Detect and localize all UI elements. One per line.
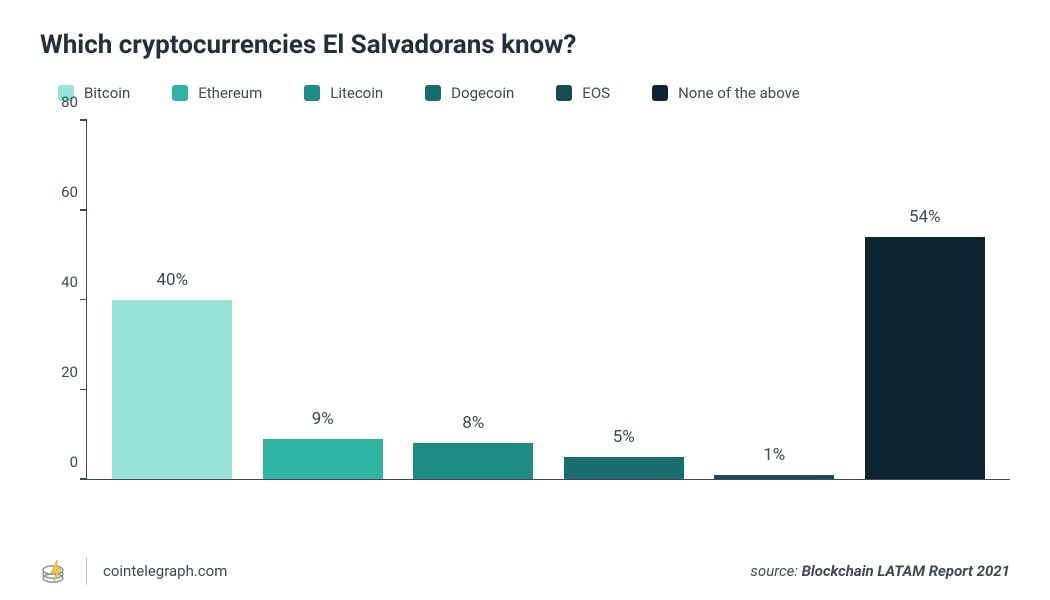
legend-label: Ethereum [198,84,262,102]
bar-value-label: 8% [462,413,484,433]
bar-value-label: 54% [909,207,941,227]
legend-label: Litecoin [330,84,383,102]
y-tick-label: 40 [61,273,78,291]
source-label: source: [750,562,801,580]
legend-label: Bitcoin [84,84,130,102]
bar [413,443,533,479]
y-tick-mark [80,209,87,211]
y-tick-label: 80 [61,93,78,111]
bar-slot: 8% [398,120,549,479]
legend-item: Ethereum [172,84,262,102]
bar [865,237,985,479]
source-name: Blockchain LATAM Report 2021 [802,562,1010,580]
legend-swatch [172,85,188,101]
bar-slot: 54% [850,120,1001,479]
legend-item: None of the above [652,84,800,102]
y-tick-mark [80,478,87,480]
bar [263,439,383,479]
footer: cointelegraph.com source: Blockchain LAT… [40,556,1010,586]
bar-slot: 5% [549,120,700,479]
footer-left: cointelegraph.com [40,556,227,586]
legend-swatch [425,85,441,101]
legend-label: None of the above [678,84,800,102]
y-tick-mark [80,389,87,391]
plot-area: 40% 9% 8% 5% 1% 54% [86,120,1010,480]
legend-item: EOS [556,84,610,102]
legend-swatch [556,85,572,101]
source-line: source: Blockchain LATAM Report 2021 [750,562,1010,580]
legend-item: Dogecoin [425,84,514,102]
bar-value-label: 1% [763,445,785,465]
legend-swatch [304,85,320,101]
footer-divider [86,557,87,585]
y-tick-label: 60 [61,183,78,201]
y-tick-label: 20 [61,363,78,381]
chart-container: Which cryptocurrencies El Salvadorans kn… [0,0,1050,600]
bar [112,300,232,480]
chart-plot-wrap: 020406080 40%9%8%5%1%54% [40,120,1010,510]
y-tick-mark [80,119,87,121]
cointelegraph-logo-icon [40,556,70,586]
bars-row: 40% 9% 8% 5% 1% 54% [87,120,1010,479]
bar-slot: 1% [699,120,850,479]
bar [564,457,684,479]
bar-value-label: 5% [613,427,635,447]
bar-slot: 40% [97,120,248,479]
bar-value-label: 9% [312,409,334,429]
legend-label: EOS [582,84,610,102]
y-tick-mark [80,299,87,301]
legend: Bitcoin Ethereum Litecoin Dogecoin EOS None o… [40,84,1010,102]
y-tick-label: 0 [70,453,78,471]
legend-label: Dogecoin [451,84,514,102]
bar [714,475,834,479]
site-name: cointelegraph.com [103,562,227,580]
bar-slot: 9% [248,120,399,479]
bar-value-label: 40% [156,270,188,290]
chart-title: Which cryptocurrencies El Salvadorans kn… [40,30,1010,60]
legend-swatch [652,85,668,101]
legend-item: Litecoin [304,84,383,102]
